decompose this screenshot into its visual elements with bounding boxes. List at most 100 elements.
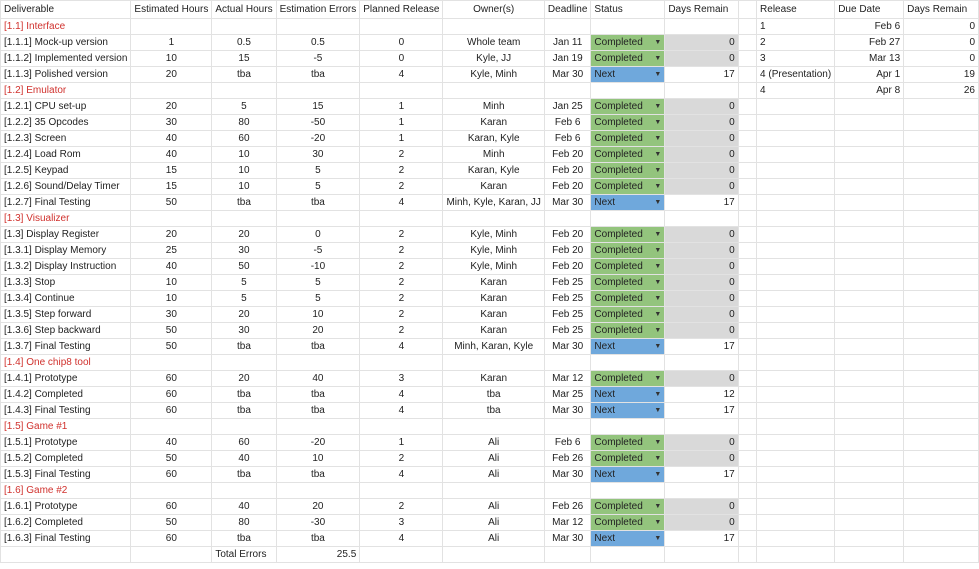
estimation-errors-cell[interactable]: -20 bbox=[275, 130, 361, 147]
estimation-errors-cell[interactable]: 0.5 bbox=[275, 34, 361, 51]
empty-cell[interactable] bbox=[903, 242, 979, 259]
empty-cell[interactable] bbox=[756, 338, 836, 355]
planned-release-cell[interactable]: 0 bbox=[359, 34, 444, 51]
empty-cell[interactable] bbox=[664, 18, 739, 35]
empty-cell[interactable] bbox=[590, 18, 666, 35]
planned-release-cell[interactable]: 2 bbox=[359, 498, 444, 515]
owners-cell[interactable]: Kyle, Minh bbox=[442, 66, 545, 83]
estimated-hours-cell[interactable]: 60 bbox=[130, 386, 213, 403]
triangle-down-icon[interactable]: ▼ bbox=[654, 247, 662, 254]
empty-cell[interactable] bbox=[834, 370, 905, 387]
spacer-cell[interactable] bbox=[737, 242, 758, 259]
empty-cell[interactable] bbox=[903, 258, 979, 275]
empty-cell[interactable] bbox=[359, 482, 444, 499]
empty-cell[interactable] bbox=[130, 18, 213, 35]
empty-cell[interactable] bbox=[664, 546, 739, 563]
days-remain-cell[interactable]: 0 bbox=[664, 514, 739, 531]
triangle-down-icon[interactable]: ▼ bbox=[654, 199, 662, 206]
planned-release-cell[interactable]: 4 bbox=[359, 402, 444, 419]
section-title[interactable]: [1.2] Emulator bbox=[0, 82, 132, 99]
empty-cell[interactable] bbox=[834, 194, 905, 211]
empty-cell[interactable] bbox=[442, 82, 545, 99]
header-deliverable[interactable]: Deliverable bbox=[0, 0, 132, 19]
triangle-down-icon[interactable]: ▼ bbox=[654, 295, 662, 302]
deadline-cell[interactable]: Mar 25 bbox=[543, 386, 592, 403]
empty-cell[interactable] bbox=[834, 114, 905, 131]
triangle-down-icon[interactable]: ▼ bbox=[654, 183, 662, 190]
empty-cell[interactable] bbox=[903, 466, 979, 483]
planned-release-cell[interactable]: 2 bbox=[359, 162, 444, 179]
deadline-cell[interactable]: Feb 20 bbox=[543, 162, 592, 179]
deliverable-cell[interactable]: [1.6.3] Final Testing bbox=[0, 530, 132, 547]
total-errors-label[interactable]: Total Errors bbox=[211, 546, 277, 563]
empty-cell[interactable] bbox=[903, 290, 979, 307]
actual-hours-cell[interactable]: 10 bbox=[211, 146, 277, 163]
empty-cell[interactable] bbox=[275, 82, 361, 99]
days-remain-cell[interactable]: 0 bbox=[664, 98, 739, 115]
deliverable-cell[interactable]: [1.2.1] CPU set-up bbox=[0, 98, 132, 115]
planned-release-cell[interactable]: 2 bbox=[359, 258, 444, 275]
empty-cell[interactable] bbox=[903, 418, 979, 435]
estimated-hours-cell[interactable]: 40 bbox=[130, 258, 213, 275]
empty-cell[interactable] bbox=[756, 386, 836, 403]
status-dropdown[interactable]: Completed ▼ bbox=[590, 258, 666, 275]
status-dropdown[interactable]: Next ▼ bbox=[590, 338, 666, 355]
estimated-hours-cell[interactable]: 30 bbox=[130, 114, 213, 131]
empty-cell[interactable] bbox=[834, 514, 905, 531]
status-dropdown[interactable]: Completed ▼ bbox=[590, 450, 666, 467]
owners-cell[interactable]: Minh bbox=[442, 98, 545, 115]
estimation-errors-cell[interactable]: 0 bbox=[275, 226, 361, 243]
empty-cell[interactable] bbox=[130, 210, 213, 227]
spacer-cell[interactable] bbox=[737, 338, 758, 355]
due-date-cell[interactable]: Feb 6 bbox=[834, 18, 905, 35]
header-status[interactable]: Status bbox=[590, 0, 666, 19]
empty-cell[interactable] bbox=[359, 546, 444, 563]
estimation-errors-cell[interactable]: tba bbox=[275, 466, 361, 483]
status-dropdown[interactable]: Completed ▼ bbox=[590, 306, 666, 323]
actual-hours-cell[interactable]: tba bbox=[211, 386, 277, 403]
estimated-hours-cell[interactable]: 10 bbox=[130, 290, 213, 307]
actual-hours-cell[interactable]: tba bbox=[211, 338, 277, 355]
planned-release-cell[interactable]: 1 bbox=[359, 114, 444, 131]
planned-release-cell[interactable]: 2 bbox=[359, 274, 444, 291]
empty-cell[interactable] bbox=[359, 418, 444, 435]
planned-release-cell[interactable]: 2 bbox=[359, 322, 444, 339]
triangle-down-icon[interactable]: ▼ bbox=[654, 391, 662, 398]
status-dropdown[interactable]: Completed ▼ bbox=[590, 98, 666, 115]
empty-cell[interactable] bbox=[834, 146, 905, 163]
empty-cell[interactable] bbox=[211, 18, 277, 35]
triangle-down-icon[interactable]: ▼ bbox=[654, 119, 662, 126]
estimated-hours-cell[interactable]: 50 bbox=[130, 450, 213, 467]
deliverable-cell[interactable]: [1.2.4] Load Rom bbox=[0, 146, 132, 163]
status-dropdown[interactable]: Next ▼ bbox=[590, 66, 666, 83]
planned-release-cell[interactable]: 1 bbox=[359, 434, 444, 451]
estimation-errors-cell[interactable]: 5 bbox=[275, 290, 361, 307]
estimation-errors-cell[interactable]: 30 bbox=[275, 146, 361, 163]
spacer-cell[interactable] bbox=[737, 130, 758, 147]
deliverable-cell[interactable]: [1.4.3] Final Testing bbox=[0, 402, 132, 419]
status-dropdown[interactable]: Completed ▼ bbox=[590, 130, 666, 147]
empty-cell[interactable] bbox=[590, 82, 666, 99]
owners-cell[interactable]: Ali bbox=[442, 514, 545, 531]
deadline-cell[interactable]: Feb 25 bbox=[543, 274, 592, 291]
status-dropdown[interactable]: Completed ▼ bbox=[590, 434, 666, 451]
release-cell[interactable]: 3 bbox=[756, 50, 836, 67]
empty-cell[interactable] bbox=[130, 546, 213, 563]
estimation-errors-cell[interactable]: 5 bbox=[275, 162, 361, 179]
owners-cell[interactable]: Kyle, JJ bbox=[442, 50, 545, 67]
planned-release-cell[interactable]: 1 bbox=[359, 130, 444, 147]
days-remain-cell[interactable]: 0 bbox=[664, 450, 739, 467]
empty-cell[interactable] bbox=[756, 178, 836, 195]
estimation-errors-cell[interactable]: 5 bbox=[275, 274, 361, 291]
empty-cell[interactable] bbox=[903, 450, 979, 467]
empty-cell[interactable] bbox=[590, 418, 666, 435]
status-dropdown[interactable]: Completed ▼ bbox=[590, 498, 666, 515]
deadline-cell[interactable]: Jan 25 bbox=[543, 98, 592, 115]
owners-cell[interactable]: Ali bbox=[442, 434, 545, 451]
owners-cell[interactable]: Karan, Kyle bbox=[442, 130, 545, 147]
triangle-down-icon[interactable]: ▼ bbox=[654, 39, 662, 46]
estimated-hours-cell[interactable]: 50 bbox=[130, 322, 213, 339]
deadline-cell[interactable]: Feb 20 bbox=[543, 146, 592, 163]
owners-cell[interactable]: Karan bbox=[442, 290, 545, 307]
empty-cell[interactable] bbox=[834, 130, 905, 147]
